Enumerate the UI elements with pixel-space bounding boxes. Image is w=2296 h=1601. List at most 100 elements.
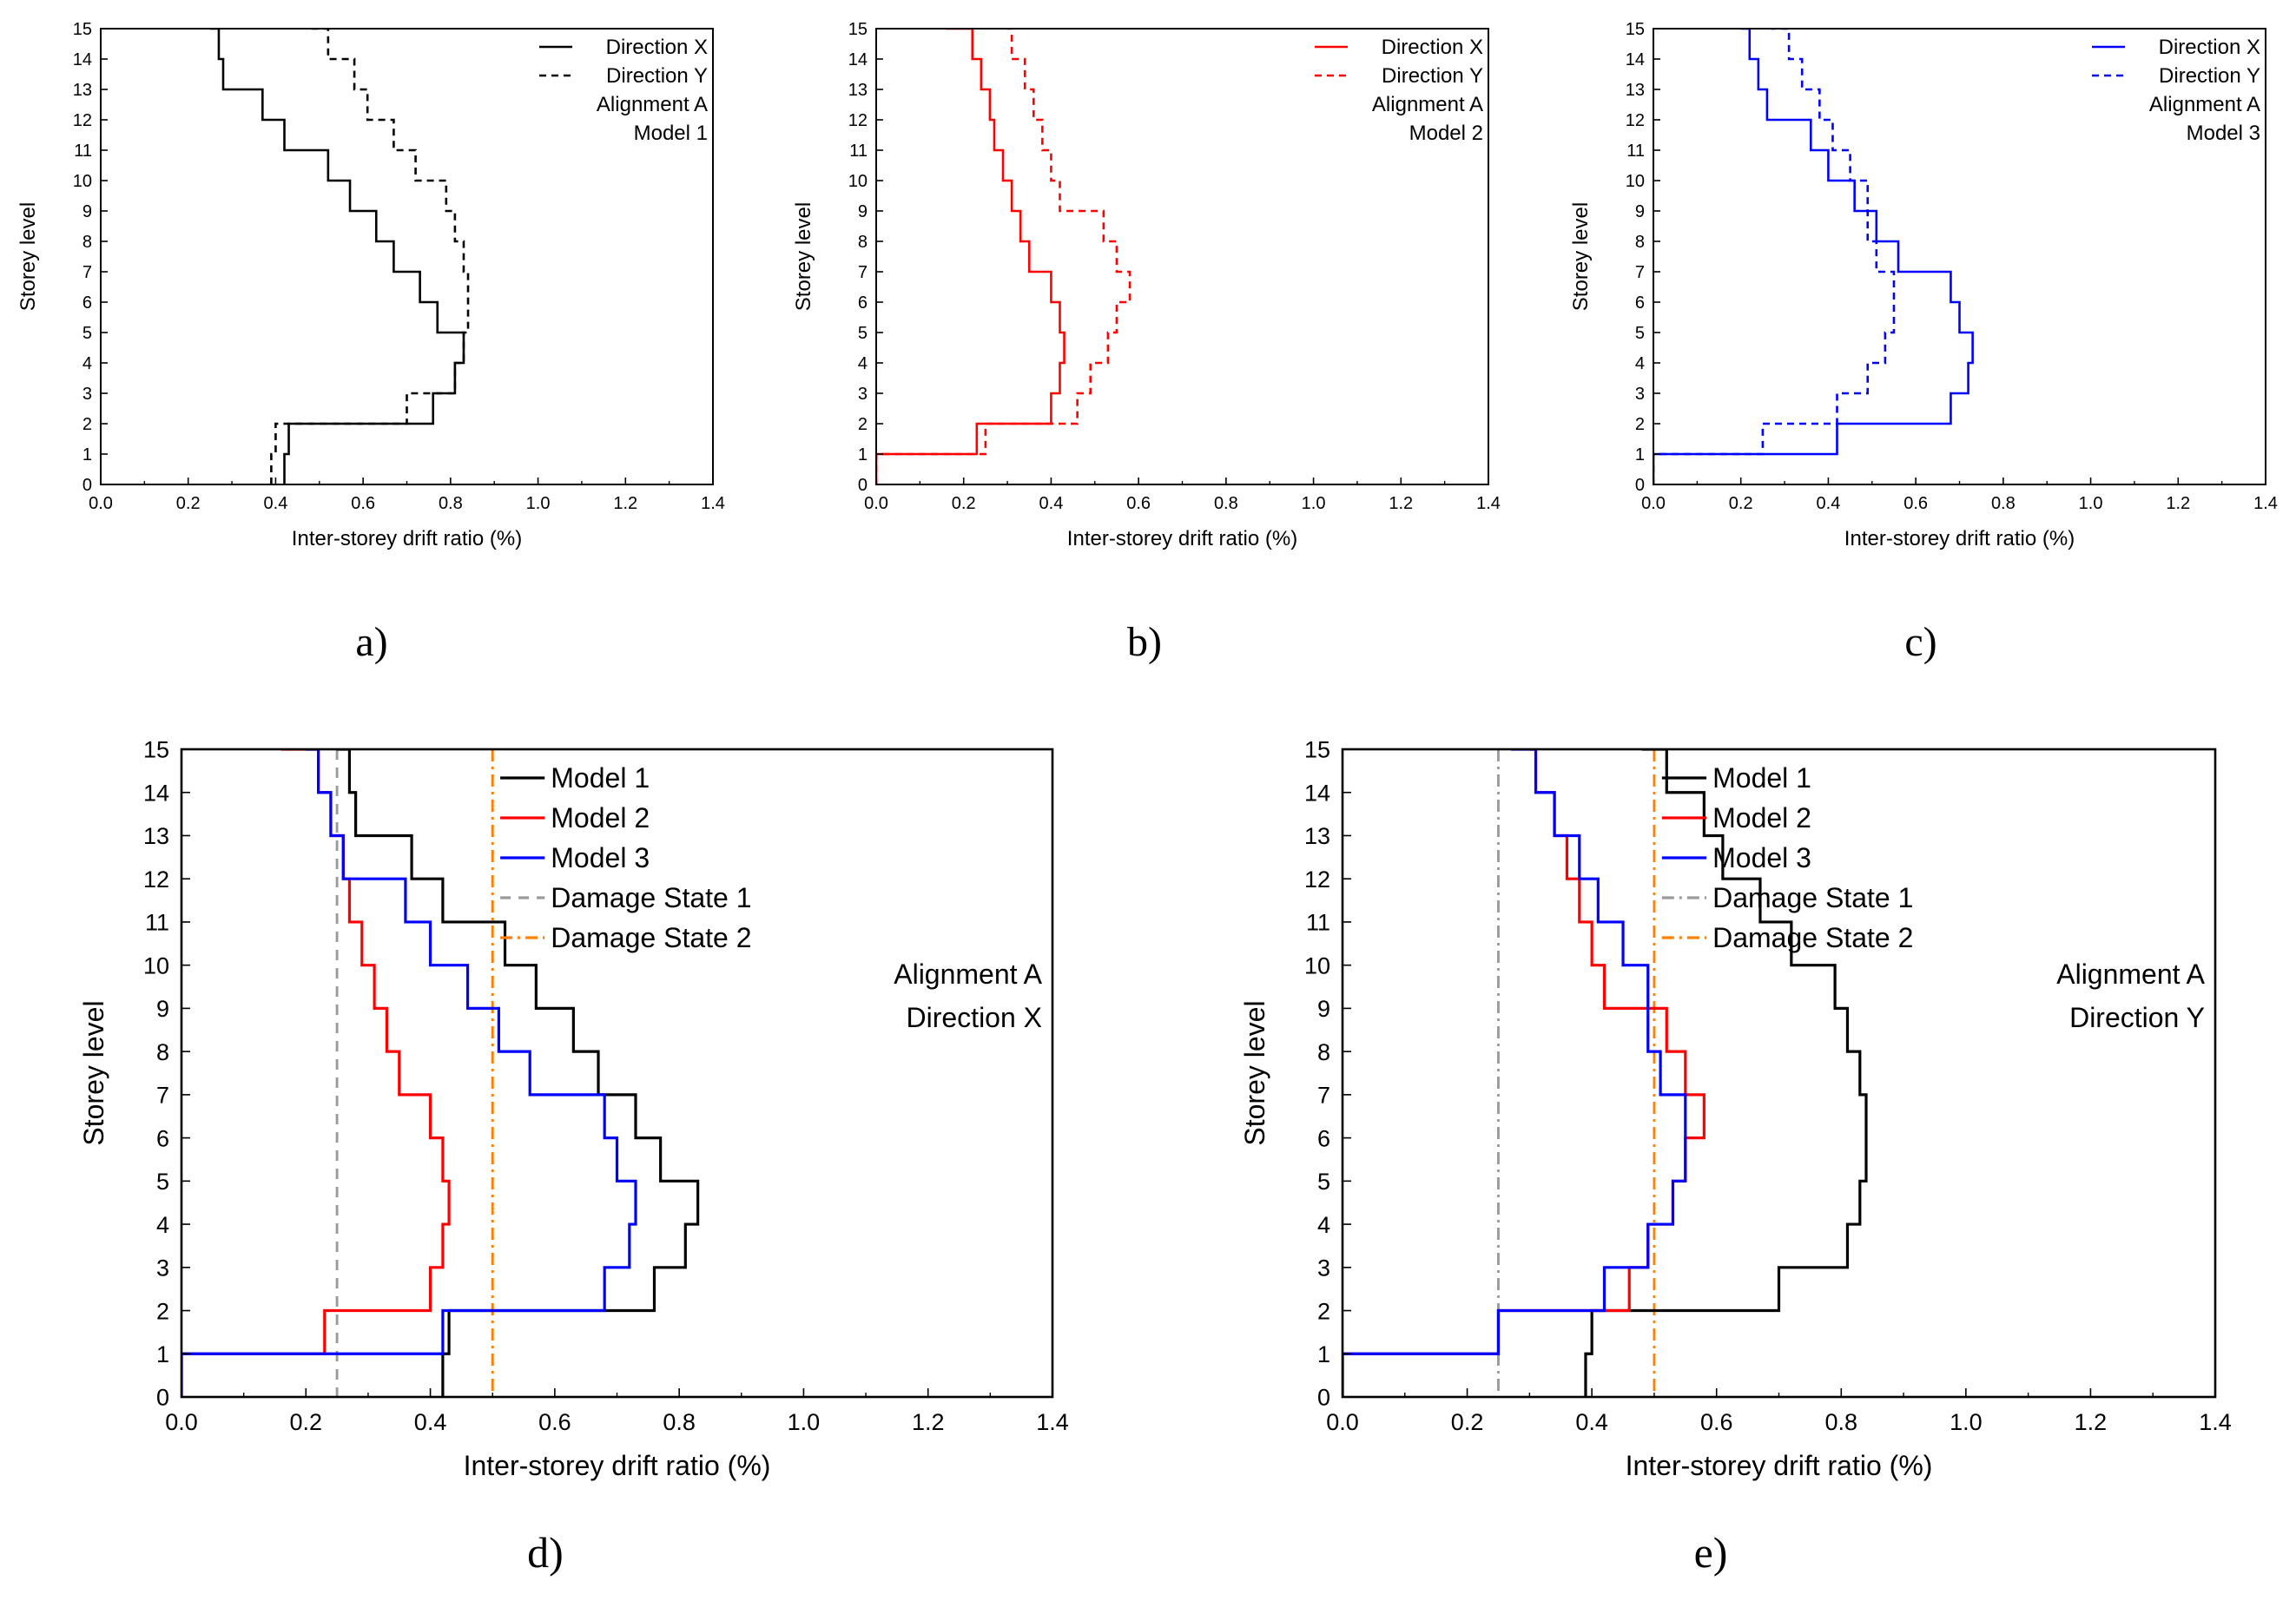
x-tick-label: 1.4: [701, 494, 725, 513]
series-line-direction-y: [1653, 29, 1896, 484]
y-axis-label: Storey level: [78, 1000, 109, 1145]
x-tick-label: 1.2: [2075, 1409, 2108, 1435]
y-tick-label: 8: [156, 1039, 169, 1065]
y-tick-label: 8: [1317, 1039, 1330, 1065]
y-tick-label: 8: [858, 233, 868, 252]
x-tick-label: 0.6: [1700, 1409, 1733, 1435]
x-tick-label: 1.4: [2253, 494, 2278, 513]
x-axis-label: Inter-storey drift ratio (%): [1844, 527, 2075, 550]
chart-panel-c: 0.0 0.2 0.4 0.6 0.8 1.0 1.2 1.40123456789101112…: [1569, 20, 2278, 665]
y-tick-label: 2: [1635, 415, 1645, 434]
y-tick-label: 1: [858, 445, 868, 464]
y-tick-label: 8: [82, 233, 92, 252]
chart-panel-b: 0.0 0.2 0.4 0.6 0.8 1.0 1.2 1.40123456789101112…: [792, 20, 1501, 665]
x-tick-label: 0.0: [89, 494, 113, 513]
x-tick-label: 0.0: [165, 1409, 198, 1435]
x-tick-label: 0.6: [1903, 494, 1928, 513]
annotation-text: Model 3: [2187, 122, 2260, 145]
legend-label: Damage State 1: [1712, 882, 1913, 913]
legend-label: Model 1: [551, 762, 650, 794]
y-tick-label: 1: [1317, 1341, 1330, 1367]
y-tick-label: 1: [82, 445, 92, 464]
x-tick-label: 0.0: [864, 494, 888, 513]
legend-label: Direction Y: [2159, 64, 2260, 88]
y-tick-label: 5: [82, 324, 92, 343]
y-tick-label: 3: [1317, 1255, 1330, 1281]
x-tick-label: 0.4: [414, 1409, 447, 1435]
y-tick-label: 6: [156, 1125, 169, 1151]
x-tick-label: 0.2: [290, 1409, 323, 1435]
y-tick-label: 10: [848, 172, 868, 191]
y-tick-label: 9: [1635, 202, 1645, 221]
y-tick-label: 3: [156, 1255, 169, 1281]
x-axis-label: Inter-storey drift ratio (%): [1067, 527, 1297, 550]
legend-label: Direction X: [2159, 36, 2260, 59]
y-tick-label: 9: [156, 996, 169, 1022]
y-tick-label: 6: [858, 293, 868, 313]
series-line-model-2: [181, 749, 451, 1397]
legend-label: Direction Y: [606, 64, 708, 88]
x-tick-label: 1.0: [1302, 494, 1326, 513]
y-tick-label: 11: [1626, 142, 1645, 161]
y-tick-label: 0: [1317, 1385, 1330, 1411]
legend-label: Model 2: [551, 802, 650, 833]
x-tick-label: 0.8: [1991, 494, 2016, 513]
y-axis-label: Storey level: [792, 202, 815, 311]
y-tick-label: 14: [1626, 50, 1645, 69]
y-tick-label: 5: [1317, 1169, 1330, 1195]
y-tick-label: 9: [82, 202, 92, 221]
y-tick-label: 7: [1317, 1083, 1330, 1109]
x-tick-label: 0.6: [351, 494, 375, 513]
series-line-direction-y: [876, 29, 1132, 484]
x-tick-label: 0.2: [952, 494, 976, 513]
y-axis-label: Storey level: [1569, 202, 1593, 311]
x-tick-label: 1.4: [2199, 1409, 2232, 1435]
y-tick-label: 10: [1626, 172, 1645, 191]
y-tick-label: 15: [143, 737, 169, 763]
x-tick-label: 1.0: [526, 494, 551, 513]
x-tick-label: 0.2: [176, 494, 201, 513]
y-tick-label: 9: [1317, 996, 1330, 1022]
y-tick-label: 0: [156, 1385, 169, 1411]
y-tick-label: 5: [156, 1169, 169, 1195]
x-tick-label: 0.8: [1825, 1409, 1858, 1435]
x-tick-label: 1.4: [1036, 1409, 1069, 1435]
y-tick-label: 10: [1304, 952, 1330, 978]
y-tick-label: 11: [849, 142, 868, 161]
y-tick-label: 6: [1635, 293, 1645, 313]
y-tick-label: 10: [143, 952, 169, 978]
y-tick-label: 7: [156, 1083, 169, 1109]
series-line-direction-x: [876, 29, 1066, 484]
series-line-direction-y: [270, 29, 470, 484]
x-tick-label: 0.0: [1641, 494, 1666, 513]
series-line-model-3: [1343, 749, 1687, 1397]
y-axis-label: Storey level: [1239, 1000, 1270, 1145]
x-tick-label: 0.4: [1039, 494, 1064, 513]
y-tick-label: 12: [143, 866, 169, 893]
y-tick-label: 12: [848, 111, 868, 130]
x-tick-label: 0.2: [1729, 494, 1753, 513]
x-tick-label: 1.4: [1476, 494, 1501, 513]
chart-panel-e: 0.0 0.2 0.4 0.6 0.8 1.0 1.2 1.40123456789101112…: [1239, 737, 2232, 1577]
y-tick-label: 15: [1304, 737, 1330, 763]
y-tick-label: 4: [858, 354, 868, 373]
legend-label: Direction X: [606, 36, 708, 59]
panel-caption: b): [1127, 619, 1162, 665]
y-tick-label: 3: [858, 385, 868, 404]
series-line-direction-x: [209, 29, 465, 484]
x-tick-label: 1.2: [912, 1409, 945, 1435]
x-tick-label: 0.8: [663, 1409, 696, 1435]
panel-caption: d): [527, 1528, 564, 1577]
y-tick-label: 12: [1626, 111, 1645, 130]
y-tick-label: 11: [74, 142, 92, 161]
y-tick-label: 14: [1304, 780, 1330, 806]
legend-label: Direction X: [1382, 36, 1483, 59]
legend-label: Model 1: [1712, 762, 1811, 794]
y-tick-label: 4: [156, 1212, 169, 1238]
series-line-direction-x: [1653, 29, 1974, 484]
annotation-text: Direction X: [907, 1002, 1043, 1033]
legend-label: Damage State 1: [551, 882, 751, 913]
annotation-text: Alignment A: [2056, 959, 2205, 990]
y-tick-label: 6: [1317, 1125, 1330, 1151]
